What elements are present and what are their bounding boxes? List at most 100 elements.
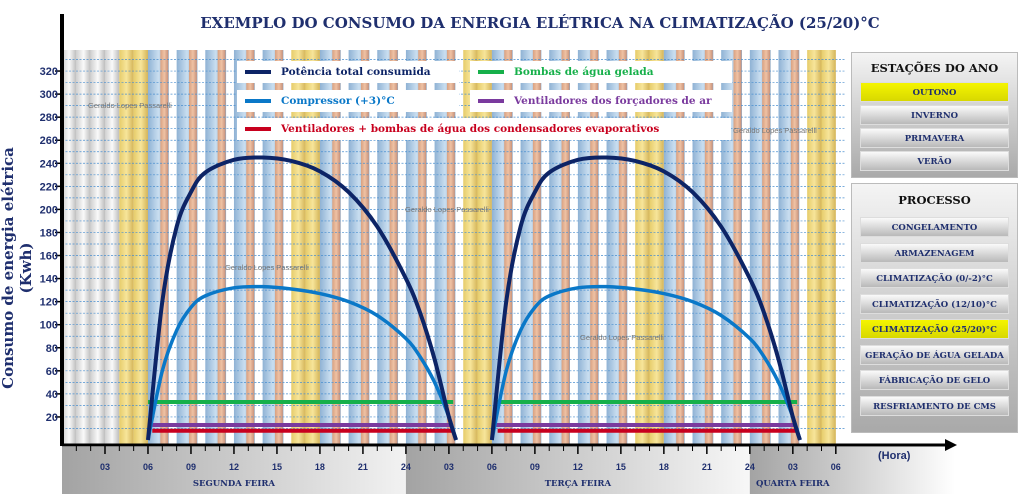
background-column xyxy=(590,50,599,444)
seasons-button-outono[interactable]: OUTONO xyxy=(860,82,1009,102)
legend-item-chilled-water-pumps: Bombas de água gelada xyxy=(470,61,732,83)
background-column xyxy=(635,50,650,444)
process-panel: PROCESSO CONGELAMENTO ARMAZENAGEM CLIMATIZ… xyxy=(851,183,1018,433)
legend-swatch xyxy=(245,99,271,103)
background-column xyxy=(188,50,197,444)
x-tick-label: 21 xyxy=(702,462,712,472)
legend-item-total: Potência total consumida xyxy=(237,61,459,83)
background-column xyxy=(119,50,134,444)
legend-label: Ventiladores dos forçadores de ar xyxy=(514,95,712,107)
x-tick-label: 06 xyxy=(143,462,153,472)
y-axis-title: Consumo de energia elétrica (Kwh) xyxy=(0,147,35,389)
x-tick-label: 12 xyxy=(573,462,583,472)
background-column xyxy=(160,50,169,444)
y-tick-label: 80 xyxy=(46,343,58,355)
background-column xyxy=(532,50,541,444)
y-tick-label: 200 xyxy=(40,204,58,216)
process-button-armazenagem[interactable]: ARMAZENAGEM xyxy=(860,242,1009,263)
background-column xyxy=(446,50,455,444)
x-tick-label: 21 xyxy=(358,462,368,472)
x-tick-label: 15 xyxy=(616,462,626,472)
legend-swatch xyxy=(245,70,271,74)
background-column xyxy=(246,50,255,444)
process-title: PROCESSO xyxy=(898,193,971,207)
background-column xyxy=(104,50,120,444)
seasons-button-inverno[interactable]: INVERNO xyxy=(860,105,1009,125)
legend-swatch xyxy=(478,99,504,103)
background-column xyxy=(790,50,799,444)
background-column xyxy=(463,50,478,444)
x-tick-label: 03 xyxy=(444,462,454,472)
background-column xyxy=(561,50,570,444)
background-column xyxy=(217,50,226,444)
watermark-text: Geraldo Lopes Passarelli xyxy=(405,205,489,214)
series-line-compressor-3-c xyxy=(146,284,458,441)
process-button-climatiza-o-12-10-c[interactable]: CLIMATIZAÇÃO (12/10)°C xyxy=(860,293,1009,314)
seasons-panel: ESTAÇÕES DO ANO OUTONO INVERNO PRIMAVERA VE… xyxy=(851,52,1018,178)
legend-label: Potência total consumida xyxy=(281,66,431,78)
y-tick-label: 300 xyxy=(40,89,58,101)
legend-swatch xyxy=(245,127,271,131)
x-tick-label: 06 xyxy=(487,462,497,472)
background-column xyxy=(305,50,320,444)
background-column xyxy=(418,50,427,444)
day-band xyxy=(749,447,955,494)
y-tick-label: 140 xyxy=(40,274,58,286)
process-button-f-brica-o-de-gelo[interactable]: FÁBRICAÇÃO DE GELO xyxy=(860,370,1009,390)
day-label: SEGUNDA FEIRA xyxy=(193,479,276,489)
background-column xyxy=(618,50,627,444)
legend-label: Compressor (+3)°C xyxy=(281,95,395,107)
background-column xyxy=(733,50,742,444)
x-tick-label: 18 xyxy=(659,462,669,472)
y-tick-label: 320 xyxy=(40,66,58,78)
x-axis-arrow xyxy=(945,439,957,451)
seasons-title: ESTAÇÕES DO ANO xyxy=(870,61,999,75)
chart-title: EXEMPLO DO CONSUMO DA ENERGIA ELÉTRICA N… xyxy=(200,14,880,32)
x-tick-label: 06 xyxy=(831,462,841,472)
background-column xyxy=(676,50,685,444)
background-column xyxy=(291,50,306,444)
day-label: QUARTA FEIRA xyxy=(756,479,830,489)
y-tick-label: 160 xyxy=(40,251,58,263)
x-tick-label: 24 xyxy=(401,462,411,472)
y-tick-label: 40 xyxy=(46,389,58,401)
process-button-resfriamento-de-cms[interactable]: RESFRIAMENTO DE CMS xyxy=(860,395,1009,416)
series-line-pot-ncia-total-consumida xyxy=(489,155,802,441)
y-tick-label: 60 xyxy=(46,366,58,378)
legend-item-condensers: Ventiladores + bombas de água dos conden… xyxy=(237,118,731,140)
background-column xyxy=(477,50,492,444)
y-tick-label: 260 xyxy=(40,135,58,147)
watermark-text: Geraldo Lopes Passarelli xyxy=(88,101,172,110)
watermark-text: Geraldo Lopes Passarelli xyxy=(580,333,664,342)
background-column xyxy=(504,50,513,444)
background-column xyxy=(389,50,398,444)
process-button-gera-o-de-gua-gelada[interactable]: GERAÇÃO DE ÁGUA GELADA xyxy=(860,344,1009,365)
background-column xyxy=(821,50,836,444)
legend-item-compressor: Compressor (+3)°C xyxy=(237,90,459,112)
watermark-text: Geraldo Lopes Passarelli xyxy=(733,126,817,135)
x-axis-title: (Hora) xyxy=(878,450,911,462)
background-column xyxy=(274,50,283,444)
day-band xyxy=(62,447,406,494)
legend-label: Ventiladores + bombas de água dos conden… xyxy=(281,123,660,135)
seasons-button-primavera[interactable]: PRIMAVERA xyxy=(860,128,1009,148)
y-tick-label: 220 xyxy=(40,181,58,193)
series-line-compressor-3-c xyxy=(490,284,802,441)
legend-item-fans: Ventiladores dos forçadores de ar xyxy=(470,90,732,112)
process-button-congelamento[interactable]: CONGELAMENTO xyxy=(860,217,1009,237)
background-column xyxy=(762,50,771,444)
background-column xyxy=(704,50,713,444)
x-tick-label: 09 xyxy=(186,462,196,472)
day-band xyxy=(405,447,750,494)
process-button-climatiza-o-0-2-c[interactable]: CLIMATIZAÇÃO (0/-2)°C xyxy=(860,268,1009,288)
x-tick-label: 09 xyxy=(530,462,540,472)
x-tick-label: 15 xyxy=(272,462,282,472)
series-line-pot-ncia-total-consumida xyxy=(145,155,458,441)
background-column xyxy=(332,50,341,444)
watermark-text: Geraldo Lopes Passarelli xyxy=(225,263,309,272)
process-button-climatiza-o-25-20-c[interactable]: CLIMATIZAÇÃO (25/20)°C xyxy=(860,319,1009,339)
day-label: TERÇA FEIRA xyxy=(545,479,612,489)
legend-label: Bombas de água gelada xyxy=(514,66,654,78)
seasons-button-ver-o[interactable]: VERÃO xyxy=(860,151,1009,171)
